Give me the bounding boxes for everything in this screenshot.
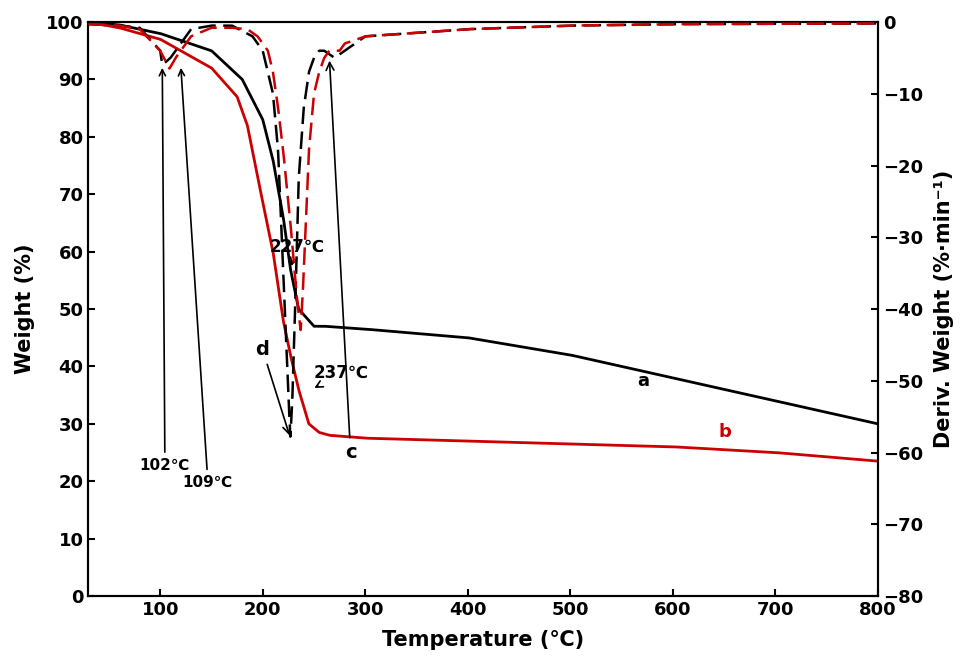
Text: c: c bbox=[327, 63, 357, 462]
X-axis label: Temperature (℃): Temperature (℃) bbox=[382, 630, 584, 650]
Text: d: d bbox=[256, 340, 291, 434]
Text: 102℃: 102℃ bbox=[140, 70, 190, 473]
Text: 109℃: 109℃ bbox=[178, 70, 233, 490]
Y-axis label: Weight (%): Weight (%) bbox=[15, 244, 35, 374]
Text: b: b bbox=[719, 424, 732, 442]
Text: 237℃: 237℃ bbox=[314, 364, 369, 387]
Text: a: a bbox=[637, 372, 649, 390]
Text: 227℃: 227℃ bbox=[270, 237, 325, 265]
Y-axis label: Deriv. Weight (%·min⁻¹): Deriv. Weight (%·min⁻¹) bbox=[934, 170, 954, 448]
